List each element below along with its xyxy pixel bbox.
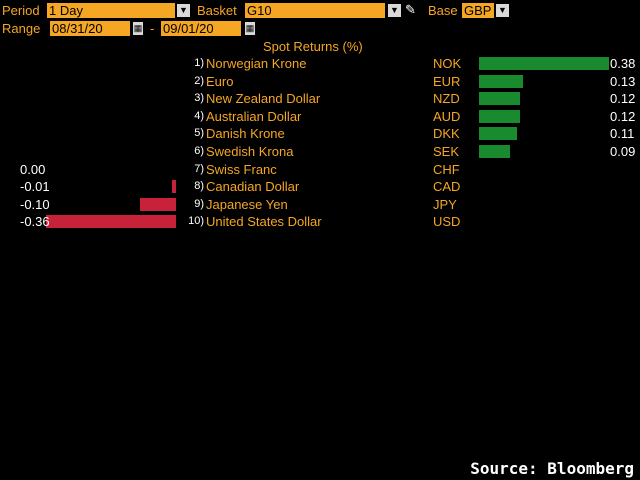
row-rank: 5)	[194, 127, 204, 140]
calendar-icon[interactable]: ▦	[133, 22, 143, 35]
currency-code[interactable]: JPY	[433, 196, 457, 212]
basket-select[interactable]: G10	[245, 3, 385, 18]
positive-return-bar	[479, 127, 517, 141]
currency-code[interactable]: AUD	[433, 108, 461, 124]
return-value: -0.10	[20, 196, 50, 212]
table-row[interactable]: 4) Australian Dollar AUD 0.12	[0, 108, 640, 125]
period-label: Period	[2, 3, 40, 18]
table-row[interactable]: 10) United States Dollar USD -0.36	[0, 213, 640, 230]
currency-name[interactable]: Euro	[206, 73, 234, 89]
currency-name[interactable]: Japanese Yen	[206, 196, 288, 212]
currency-name[interactable]: Australian Dollar	[206, 108, 302, 124]
chevron-down-icon[interactable]: ▼	[388, 4, 401, 17]
currency-code[interactable]: NZD	[433, 91, 460, 107]
row-rank: 6)	[194, 145, 204, 157]
positive-return-bar	[479, 57, 609, 70]
currency-code[interactable]: CHF	[433, 161, 460, 177]
currency-code[interactable]: DKK	[433, 126, 460, 142]
basket-label: Basket	[197, 3, 237, 18]
currency-name[interactable]: New Zealand Dollar	[206, 91, 321, 107]
row-rank: 1)	[194, 57, 204, 69]
chart-title: Spot Returns (%)	[263, 39, 363, 54]
negative-return-bar	[46, 215, 176, 229]
table-row[interactable]: 1) Norwegian Krone NOK 0.38	[0, 55, 640, 72]
table-row[interactable]: 5) Danish Krone DKK 0.11	[0, 125, 640, 142]
return-value: 0.12	[610, 91, 636, 107]
row-rank: 3)	[194, 92, 204, 105]
positive-return-bar	[479, 145, 510, 158]
row-rank: 7)	[194, 162, 204, 175]
range-label: Range	[2, 21, 41, 36]
range-start-input[interactable]: 08/31/20	[50, 21, 130, 36]
return-value: -0.01	[20, 179, 50, 195]
currency-name[interactable]: Danish Krone	[206, 126, 285, 142]
positive-return-bar	[479, 92, 521, 106]
positive-return-bar	[479, 74, 524, 88]
negative-return-bar	[139, 197, 176, 211]
pencil-icon[interactable]: ✎	[405, 2, 416, 17]
negative-return-bar	[172, 180, 176, 194]
table-row[interactable]: 9) Japanese Yen JPY -0.10	[0, 196, 640, 213]
currency-name[interactable]: Canadian Dollar	[206, 179, 300, 195]
table-row[interactable]: 8) Canadian Dollar CAD -0.01	[0, 178, 640, 195]
table-row[interactable]: 2) Euro EUR 0.13	[0, 73, 640, 90]
chevron-down-icon[interactable]: ▼	[177, 4, 190, 17]
currency-name[interactable]: United States Dollar	[206, 214, 322, 230]
base-select[interactable]: GBP	[462, 3, 494, 18]
row-rank: 4)	[194, 109, 204, 122]
source-footer: Source: Bloomberg	[470, 459, 634, 478]
positive-return-bar	[479, 109, 521, 123]
table-row[interactable]: 3) New Zealand Dollar NZD 0.12	[0, 90, 640, 107]
return-value: 0.00	[20, 161, 46, 177]
row-rank: 2)	[194, 74, 204, 87]
currency-code[interactable]: CAD	[433, 179, 461, 195]
return-value: 0.13	[610, 73, 636, 89]
currency-code[interactable]: USD	[433, 214, 461, 230]
currency-name[interactable]: Norwegian Krone	[206, 56, 307, 71]
row-rank: 10)	[188, 215, 204, 228]
table-row[interactable]: 6) Swedish Krona SEK 0.09	[0, 143, 640, 160]
currency-name[interactable]: Swedish Krona	[206, 144, 294, 159]
currency-name[interactable]: Swiss Franc	[206, 161, 277, 177]
return-value: 0.09	[610, 144, 636, 159]
return-value: 0.38	[610, 56, 636, 71]
base-label: Base	[428, 3, 458, 18]
calendar-icon[interactable]: ▦	[245, 22, 255, 35]
period-select[interactable]: 1 Day	[47, 3, 175, 18]
table-row[interactable]: 7) Swiss Franc CHF 0.00	[0, 161, 640, 178]
currency-code[interactable]: SEK	[433, 144, 460, 159]
range-end-input[interactable]: 09/01/20	[161, 21, 241, 36]
return-value: 0.12	[610, 108, 636, 124]
chevron-down-icon[interactable]: ▼	[496, 4, 509, 17]
currency-code[interactable]: NOK	[433, 56, 462, 71]
row-rank: 9)	[194, 197, 204, 210]
return-value: -0.36	[20, 214, 50, 230]
row-rank: 8)	[194, 180, 204, 193]
range-separator: -	[150, 21, 155, 36]
return-value: 0.11	[610, 126, 635, 142]
currency-code[interactable]: EUR	[433, 73, 461, 89]
